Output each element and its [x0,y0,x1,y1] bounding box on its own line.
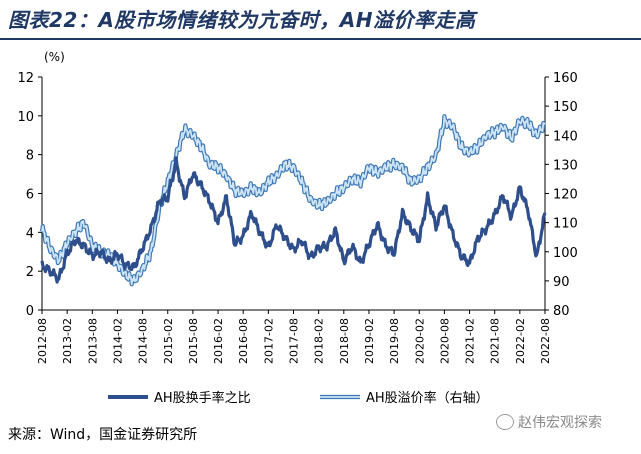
left-axis-unit: (%) [44,50,65,64]
x-tick-label: 2019-02 [363,318,376,364]
x-tick-label: 2018-02 [313,318,326,364]
left-tick-label: 0 [26,304,34,319]
right-tick-label: 80 [553,304,570,319]
right-tick-label: 120 [553,188,578,203]
watermark-text: 赵伟宏观探索 [518,415,602,431]
legend-label-premium: AH股溢价率（右轴） [366,390,489,406]
x-tick-label: 2018-08 [338,318,351,364]
premium-series-line [41,115,546,286]
x-tick-label: 2022-08 [539,318,552,364]
wechat-icon [496,414,514,430]
right-tick-label: 160 [553,71,578,86]
x-tick-label: 2021-08 [489,318,502,364]
x-tick-label: 2013-02 [61,318,74,364]
left-tick-label: 10 [17,110,34,125]
right-tick-label: 150 [553,100,578,115]
x-tick-label: 2014-02 [111,318,124,364]
legend-label-turnover: AH股换手率之比 [154,390,251,406]
x-tick-label: 2020-08 [438,318,451,364]
x-tick-label: 2016-08 [237,318,250,364]
title-divider [0,38,641,40]
x-tick-label: 2020-02 [413,318,426,364]
x-tick-label: 2017-08 [288,318,301,364]
turnover-series-line [40,156,547,284]
left-tick-label: 6 [26,188,34,203]
left-tick-label: 12 [17,71,34,86]
x-tick-label: 2014-08 [137,318,150,364]
x-tick-label: 2019-08 [388,318,401,364]
left-tick-label: 8 [26,149,34,164]
x-tick-label: 2021-02 [464,318,477,364]
right-tick-label: 110 [553,217,578,232]
x-tick-label: 2017-02 [262,318,275,364]
chart-title: 图表22：A股市场情绪较为亢奋时，AH溢价率走高 [8,8,476,32]
x-tick-label: 2013-08 [86,318,99,364]
left-tick-label: 4 [26,226,34,241]
x-tick-label: 2015-08 [187,318,200,364]
x-tick-label: 2015-02 [162,318,175,364]
source-note: 来源：Wind，国金证券研究所 [8,427,198,443]
right-tick-label: 100 [553,246,578,261]
left-tick-label: 2 [26,265,34,280]
x-tick-label: 2012-08 [36,318,49,364]
chart: 0 2 4 6 8 10 12 80 90 100 110 120 130 140 150 160 (%) 201… [17,50,578,406]
x-tick-label: 2022-02 [514,318,527,364]
x-tick-label: 2016-02 [212,318,225,364]
watermark: 赵伟宏观探索 [496,412,602,432]
right-tick-label: 140 [553,129,578,144]
right-tick-label: 90 [553,275,570,290]
right-tick-label: 130 [553,158,578,173]
